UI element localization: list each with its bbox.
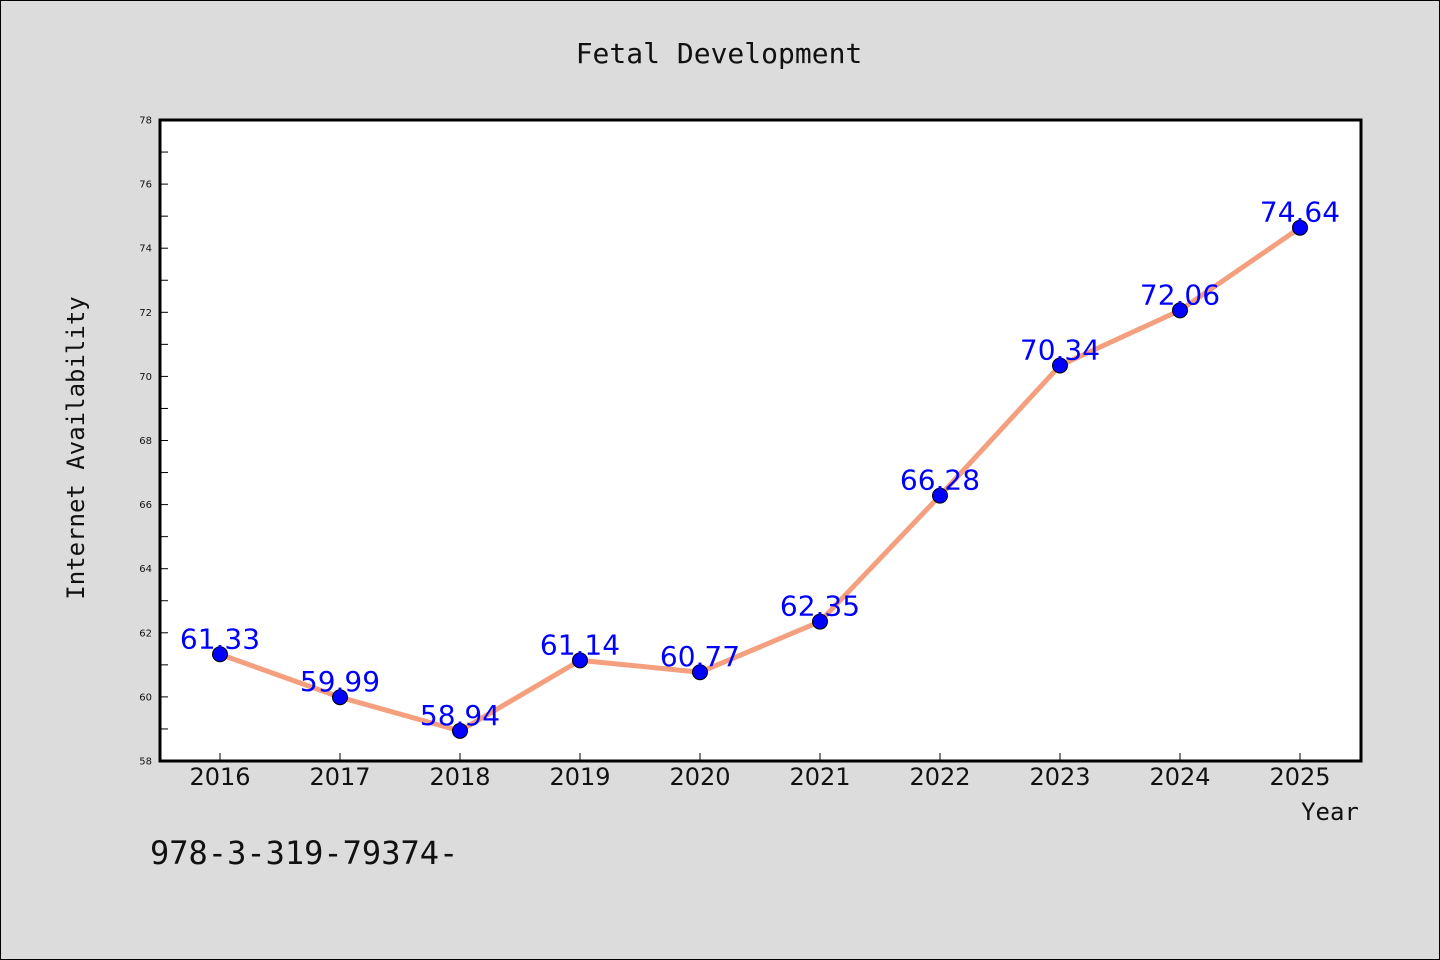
data-point [692, 664, 708, 681]
data-label: 61.33 [180, 622, 260, 655]
data-point [812, 613, 828, 630]
footer-isbn-text: 978-3-319-79374- [150, 834, 458, 872]
y-tick-label: 72 [139, 308, 152, 319]
data-point [1052, 357, 1068, 374]
data-label: 74.64 [1260, 196, 1340, 229]
data-label: 60.77 [660, 640, 740, 673]
data-label: 72.06 [1140, 278, 1220, 311]
data-label: 58.94 [420, 699, 500, 732]
x-tick-label: 2016 [189, 763, 250, 791]
data-point [452, 722, 468, 739]
plot-area [158, 118, 1363, 763]
x-axis: 2016 2017 2018 2019 2020 2021 2022 2023 2024 2025 [189, 753, 1331, 791]
data-label: 59.99 [300, 665, 380, 698]
y-axis-label: Internet Availability [62, 296, 90, 599]
x-tick-label: 2020 [669, 763, 730, 791]
data-point [1292, 219, 1308, 236]
x-tick-label: 2021 [789, 763, 850, 791]
data-point [572, 652, 588, 669]
x-tick-label: 2025 [1269, 763, 1330, 791]
y-tick-label: 78 [139, 116, 152, 127]
data-labels: 61.33 59.99 58.94 61.14 60.77 62.35 66.28 70.34… [180, 196, 1340, 732]
y-tick-label: 70 [139, 372, 152, 383]
data-point [932, 487, 948, 504]
x-tick-label: 2023 [1029, 763, 1090, 791]
data-label: 62.35 [780, 590, 860, 623]
x-tick-label: 2018 [429, 763, 490, 791]
y-tick-label: 76 [139, 180, 152, 191]
data-point [1172, 302, 1188, 319]
y-tick-label: 60 [139, 692, 152, 703]
x-tick-label: 2017 [309, 763, 370, 791]
chart-title: Fetal Development [576, 37, 863, 70]
y-tick-label: 62 [139, 628, 152, 639]
y-tick-label: 74 [139, 244, 152, 255]
y-axis: 58 60 62 64 66 68 70 72 74 76 78 [139, 116, 168, 768]
y-tick-label: 66 [139, 500, 152, 511]
data-label: 61.14 [540, 628, 620, 661]
y-tick-label: 64 [139, 564, 152, 575]
data-point [212, 646, 228, 663]
y-tick-label: 58 [139, 757, 152, 768]
x-tick-label: 2022 [909, 763, 970, 791]
y-tick-label: 68 [139, 436, 152, 447]
x-axis-label: Year [1301, 798, 1359, 826]
series-line [217, 225, 1303, 734]
data-label: 70.34 [1020, 334, 1100, 367]
x-tick-label: 2019 [549, 763, 610, 791]
data-label: 66.28 [900, 464, 980, 497]
series-markers [212, 219, 1308, 739]
x-tick-label: 2024 [1149, 763, 1210, 791]
data-point [332, 689, 348, 706]
